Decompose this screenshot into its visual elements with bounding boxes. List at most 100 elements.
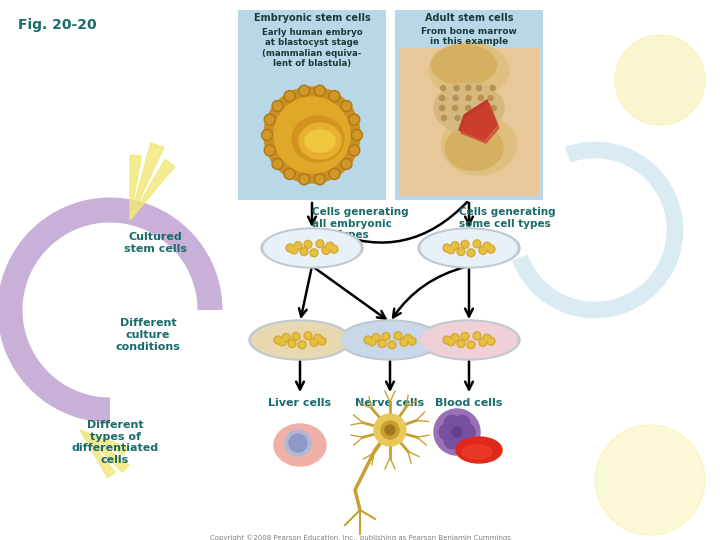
Circle shape bbox=[295, 243, 300, 248]
Circle shape bbox=[479, 339, 487, 346]
Circle shape bbox=[326, 242, 334, 250]
Circle shape bbox=[353, 131, 361, 139]
Circle shape bbox=[410, 339, 415, 343]
Text: Copyright ©2008 Pearson Education, Inc., publishing as Pearson Benjamin Cummings: Copyright ©2008 Pearson Education, Inc.,… bbox=[210, 534, 510, 540]
Circle shape bbox=[261, 130, 272, 140]
Circle shape bbox=[489, 85, 494, 91]
Circle shape bbox=[454, 85, 459, 91]
Circle shape bbox=[330, 245, 338, 253]
Circle shape bbox=[288, 340, 296, 348]
Circle shape bbox=[266, 116, 274, 124]
Ellipse shape bbox=[418, 320, 520, 360]
Polygon shape bbox=[130, 155, 141, 220]
Circle shape bbox=[455, 96, 459, 100]
Circle shape bbox=[451, 116, 456, 120]
Circle shape bbox=[441, 96, 446, 100]
Circle shape bbox=[404, 334, 412, 342]
Circle shape bbox=[310, 339, 318, 346]
Circle shape bbox=[385, 425, 395, 435]
Circle shape bbox=[299, 174, 310, 185]
Circle shape bbox=[488, 339, 493, 343]
Circle shape bbox=[451, 241, 459, 249]
Circle shape bbox=[473, 240, 481, 248]
Circle shape bbox=[331, 247, 336, 252]
Circle shape bbox=[452, 427, 462, 437]
Circle shape bbox=[488, 247, 493, 252]
Circle shape bbox=[315, 85, 325, 96]
Circle shape bbox=[289, 341, 294, 346]
Circle shape bbox=[315, 336, 320, 341]
Circle shape bbox=[364, 336, 372, 344]
Circle shape bbox=[272, 100, 283, 112]
Circle shape bbox=[476, 116, 481, 120]
Circle shape bbox=[282, 334, 290, 342]
Circle shape bbox=[439, 424, 455, 440]
Circle shape bbox=[454, 415, 470, 431]
Text: Adult stem cells: Adult stem cells bbox=[425, 13, 513, 23]
Text: Cultured
stem cells: Cultured stem cells bbox=[124, 232, 186, 254]
Circle shape bbox=[457, 248, 465, 255]
Circle shape bbox=[264, 114, 275, 125]
Circle shape bbox=[286, 92, 294, 100]
Circle shape bbox=[595, 425, 705, 535]
Circle shape bbox=[310, 249, 318, 257]
Circle shape bbox=[487, 245, 495, 253]
Circle shape bbox=[305, 333, 310, 338]
Circle shape bbox=[384, 334, 389, 339]
Polygon shape bbox=[461, 103, 499, 143]
Text: Cells generating
some cell types: Cells generating some cell types bbox=[459, 207, 556, 228]
Circle shape bbox=[390, 342, 395, 347]
Circle shape bbox=[483, 242, 491, 250]
Circle shape bbox=[461, 333, 469, 340]
Ellipse shape bbox=[249, 320, 351, 360]
Circle shape bbox=[341, 100, 352, 112]
Circle shape bbox=[328, 244, 333, 249]
Circle shape bbox=[312, 340, 317, 345]
Circle shape bbox=[457, 340, 465, 348]
Circle shape bbox=[330, 92, 338, 100]
Circle shape bbox=[459, 249, 464, 254]
Text: Early human embryo
at blastocyst stage
(mammalian equiva-
lent of blastula): Early human embryo at blastocyst stage (… bbox=[261, 28, 362, 68]
Circle shape bbox=[434, 409, 480, 455]
Circle shape bbox=[483, 334, 491, 342]
Circle shape bbox=[279, 339, 284, 345]
Circle shape bbox=[444, 246, 449, 251]
Circle shape bbox=[294, 241, 302, 249]
Ellipse shape bbox=[421, 322, 517, 358]
Circle shape bbox=[467, 249, 475, 257]
Circle shape bbox=[374, 414, 406, 446]
Ellipse shape bbox=[274, 424, 326, 466]
Circle shape bbox=[465, 105, 470, 111]
Circle shape bbox=[478, 105, 483, 111]
Circle shape bbox=[300, 248, 308, 255]
Circle shape bbox=[379, 341, 384, 346]
Circle shape bbox=[447, 246, 455, 254]
Circle shape bbox=[444, 415, 460, 431]
Circle shape bbox=[290, 246, 298, 254]
Ellipse shape bbox=[261, 228, 363, 268]
Circle shape bbox=[443, 336, 451, 344]
Circle shape bbox=[388, 341, 396, 349]
Circle shape bbox=[304, 332, 312, 340]
Circle shape bbox=[444, 433, 460, 449]
Circle shape bbox=[378, 340, 386, 348]
Circle shape bbox=[615, 35, 705, 125]
Circle shape bbox=[487, 337, 495, 345]
Circle shape bbox=[381, 421, 399, 439]
Circle shape bbox=[447, 338, 455, 346]
Circle shape bbox=[348, 114, 360, 125]
Text: From bone marrow
in this example: From bone marrow in this example bbox=[421, 27, 517, 46]
Circle shape bbox=[351, 116, 359, 124]
Circle shape bbox=[464, 96, 469, 100]
Text: Blood cells: Blood cells bbox=[436, 398, 503, 408]
Ellipse shape bbox=[342, 322, 438, 358]
Circle shape bbox=[316, 240, 324, 248]
Polygon shape bbox=[80, 430, 129, 472]
Circle shape bbox=[285, 430, 311, 456]
Circle shape bbox=[480, 248, 485, 253]
Circle shape bbox=[465, 85, 470, 91]
Circle shape bbox=[299, 85, 310, 96]
Circle shape bbox=[474, 333, 480, 338]
Ellipse shape bbox=[264, 230, 360, 266]
Circle shape bbox=[348, 145, 360, 156]
